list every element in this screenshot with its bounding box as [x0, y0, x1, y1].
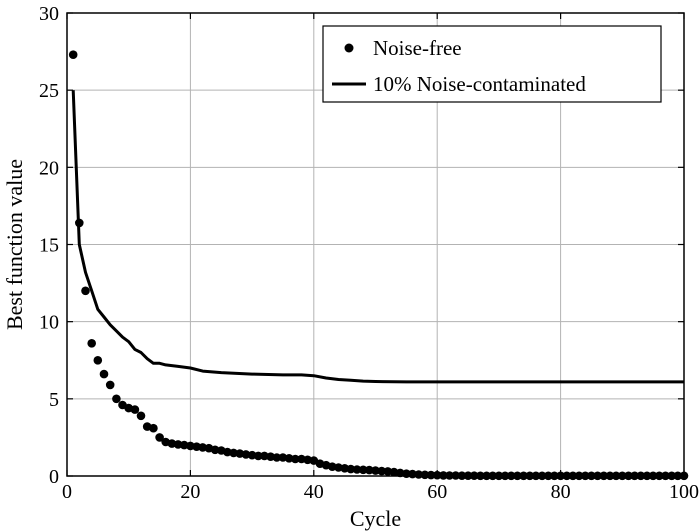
legend: Noise-free 10% Noise-contaminated	[322, 25, 662, 103]
data-point-noise-free	[87, 339, 96, 348]
data-point-noise-free	[155, 433, 164, 442]
data-point-noise-free	[81, 286, 90, 296]
data-point-noise-free	[420, 470, 430, 480]
legend-label-noise-free: Noise-free	[373, 36, 462, 60]
data-point-noise-free	[149, 423, 158, 433]
y-tick-label: 5	[49, 389, 59, 411]
data-point-noise-free	[358, 465, 368, 475]
y-axis-label: Best function value	[2, 159, 27, 330]
data-point-noise-free	[136, 411, 146, 421]
data-point-noise-free	[352, 465, 362, 474]
ticks: 0 20 40 60 80 100 0 5 10 15 20 25 30	[39, 3, 699, 503]
series-line-noise-contaminated	[71, 90, 684, 384]
y-tick-label: 20	[39, 157, 59, 179]
y-tick-label: 0	[49, 466, 59, 488]
x-tick-label: 80	[551, 481, 571, 503]
legend-marker-noise-free	[344, 43, 354, 53]
legend-box	[322, 25, 662, 103]
x-tick-label: 60	[427, 481, 447, 503]
data-point-noise-free	[377, 466, 387, 476]
data-point-noise-free	[284, 454, 294, 463]
x-tick-label: 0	[62, 481, 72, 503]
y-tick-label: 10	[39, 312, 59, 334]
data-point-noise-free	[68, 50, 78, 59]
data-point-noise-free	[383, 467, 393, 476]
data-point-noise-free	[247, 450, 257, 460]
data-point-noise-free	[112, 394, 121, 404]
data-point-noise-free	[130, 405, 140, 414]
x-axis-label: Cycle	[350, 506, 401, 531]
data-point-noise-free	[365, 465, 374, 475]
data-point-noise-free	[253, 451, 263, 461]
data-point-noise-free	[229, 448, 238, 458]
data-point-noise-free	[426, 470, 436, 480]
series-layer	[68, 50, 689, 481]
data-point-noise-free	[210, 445, 220, 455]
y-tick-label: 25	[39, 80, 59, 102]
data-point-noise-free	[272, 453, 282, 462]
data-point-noise-free	[291, 454, 300, 464]
x-tick-label: 100	[669, 481, 699, 503]
y-tick-label: 15	[39, 235, 59, 257]
legend-label-noise-contaminated: 10% Noise-contaminated	[373, 72, 586, 96]
data-point-noise-free	[93, 356, 103, 365]
data-point-noise-free	[105, 380, 115, 390]
data-point-noise-free	[99, 369, 109, 379]
x-tick-label: 40	[304, 481, 324, 503]
y-tick-label: 30	[39, 3, 59, 25]
data-point-noise-free	[346, 464, 356, 474]
data-point-noise-free	[371, 466, 380, 475]
x-tick-label: 20	[180, 481, 200, 503]
